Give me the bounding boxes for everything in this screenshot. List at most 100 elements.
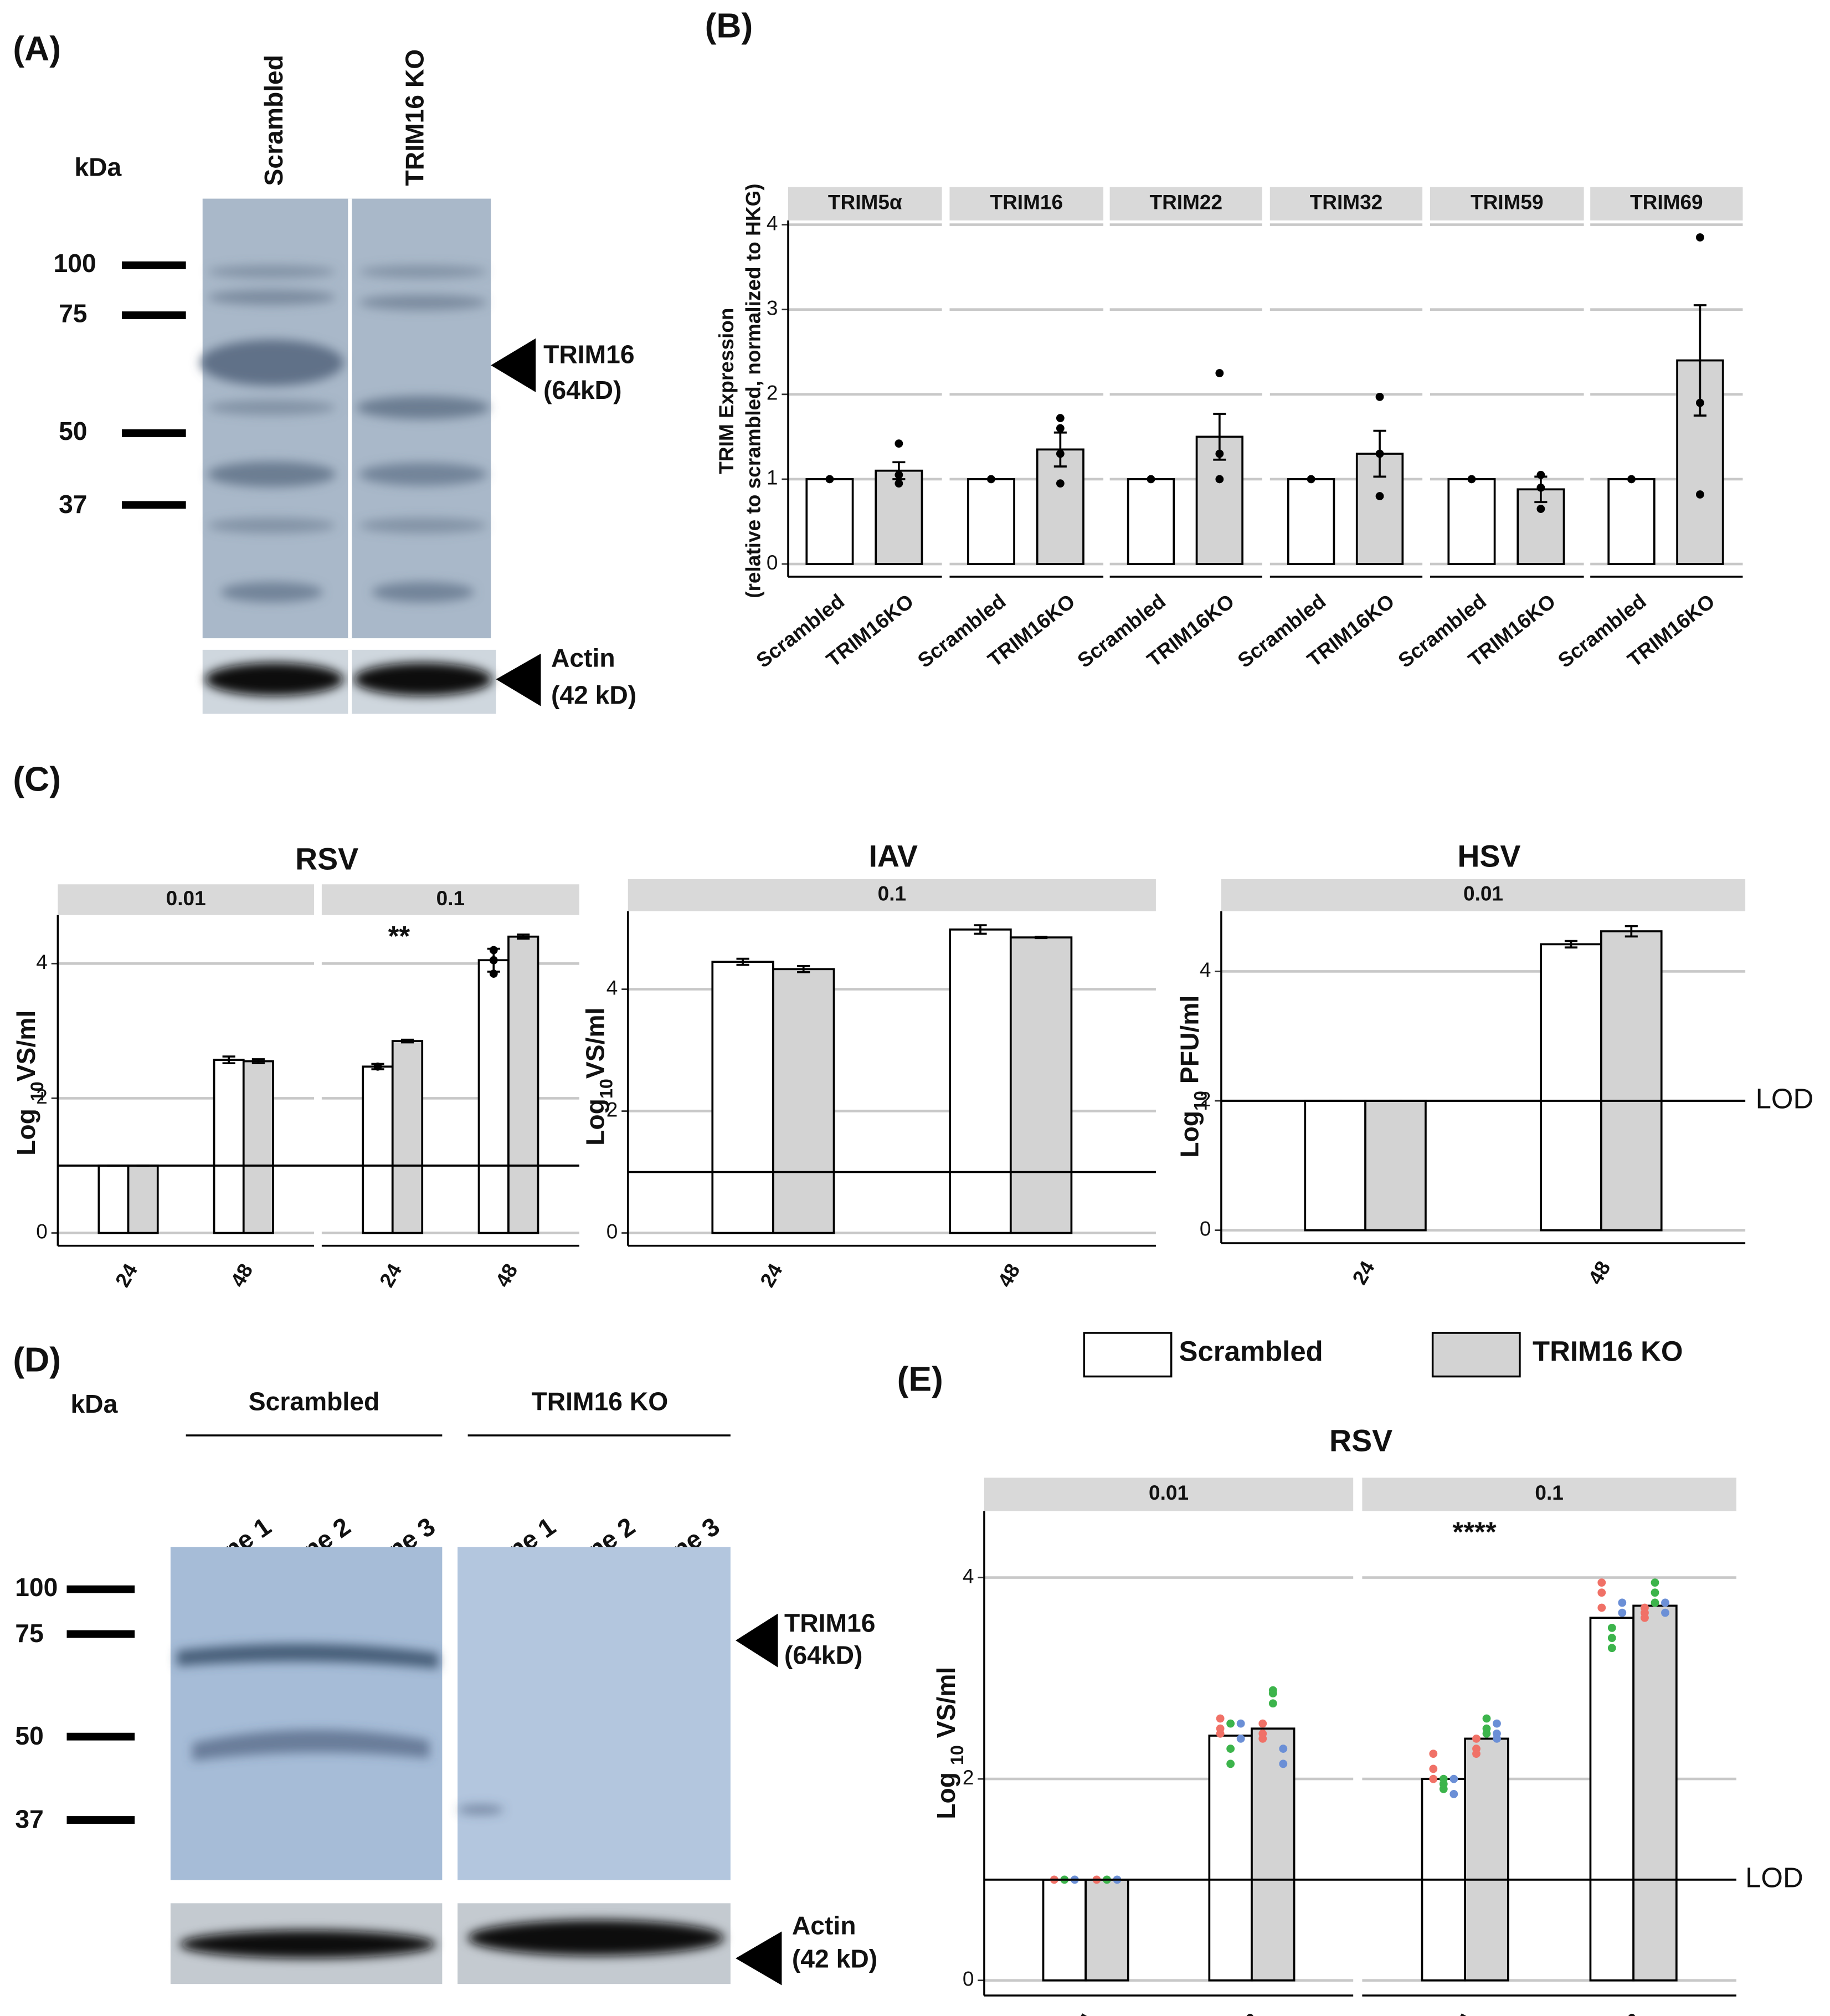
bar xyxy=(1042,1879,1087,1982)
data-point xyxy=(1627,475,1636,484)
y-tick-label: 2 xyxy=(606,1097,618,1121)
data-point xyxy=(1449,1789,1458,1798)
data-point xyxy=(1597,1578,1606,1587)
y-axis-label-part: VS/ml xyxy=(932,1667,960,1745)
y-tick-label: 0 xyxy=(1200,1217,1211,1240)
data-point xyxy=(1215,369,1224,377)
y-tick-label: 0 xyxy=(36,1219,48,1243)
data-point xyxy=(1651,1588,1659,1597)
facet-strip xyxy=(1430,187,1584,220)
data-point xyxy=(1695,233,1704,242)
panel-label: (E) xyxy=(897,1360,943,1398)
bar xyxy=(1304,1100,1366,1232)
x-tick-label: 24 xyxy=(110,1259,142,1291)
data-point xyxy=(1429,1774,1438,1783)
chart-title: RSV xyxy=(295,842,358,876)
data-point xyxy=(1493,1734,1501,1743)
data-point xyxy=(1226,1719,1235,1728)
bar xyxy=(1084,1879,1129,1982)
facet-label: 0.01 xyxy=(1149,1481,1189,1504)
data-point xyxy=(1307,475,1315,484)
y-tick-label: 4 xyxy=(606,976,618,999)
data-point xyxy=(1607,1624,1616,1632)
data-point xyxy=(489,956,498,965)
arrow xyxy=(491,338,536,392)
data-point xyxy=(1439,1784,1448,1793)
data-point xyxy=(825,475,834,484)
bar xyxy=(1127,478,1175,565)
target-label: TRIM16 xyxy=(543,340,634,368)
facet-strip xyxy=(1362,1478,1736,1511)
y-axis-label: Log 10 VS/ml xyxy=(932,1667,967,1819)
facet-label: 0.01 xyxy=(166,886,206,910)
facet-strip xyxy=(58,884,315,915)
data-point xyxy=(1597,1603,1606,1612)
legend-label: Scrambled xyxy=(1179,1335,1323,1367)
y-axis-label: Log10VS/ml xyxy=(580,1008,615,1146)
facet-strip xyxy=(1109,187,1262,220)
data-point xyxy=(1493,1719,1501,1728)
bar xyxy=(1208,1735,1253,1982)
data-point xyxy=(489,946,498,955)
x-tick-label: 24 xyxy=(1068,2009,1099,2016)
chart-title: HSV xyxy=(1457,839,1520,874)
y-axis-label: Log10 PFU/ml xyxy=(1175,996,1210,1158)
facet-label: 0.01 xyxy=(1463,882,1503,905)
marker-label: 75 xyxy=(59,299,87,327)
y-tick-label: 2 xyxy=(1200,1087,1211,1111)
data-point xyxy=(1216,1729,1225,1738)
arrow xyxy=(496,653,541,706)
data-point xyxy=(1147,475,1155,484)
data-point xyxy=(1056,414,1065,423)
bar xyxy=(1607,478,1656,565)
panel-label: (A) xyxy=(13,29,61,68)
data-point xyxy=(1651,1578,1659,1587)
lane-label: Scrambled xyxy=(259,55,288,186)
y-axis-label-sub: 10 xyxy=(947,1745,967,1765)
chart-title: RSV xyxy=(1329,1424,1392,1458)
bar xyxy=(477,959,510,1234)
bar xyxy=(127,1165,159,1234)
facet-strip xyxy=(984,1478,1354,1511)
target-label: (64kD) xyxy=(543,376,621,404)
y-tick-label: 2 xyxy=(767,381,778,404)
bar xyxy=(362,1065,394,1234)
data-point xyxy=(1215,449,1224,458)
bar xyxy=(1464,1737,1509,1982)
data-point xyxy=(1695,398,1704,407)
data-point xyxy=(1429,1764,1438,1773)
blot xyxy=(200,198,496,714)
x-tick-label: 48 xyxy=(491,1260,522,1291)
data-point xyxy=(1597,1588,1606,1597)
facet-label: 0.1 xyxy=(878,882,906,905)
facet-label: 0.1 xyxy=(1535,1481,1563,1504)
legend-swatch xyxy=(1083,1332,1173,1378)
facet-label: 0.1 xyxy=(436,886,465,910)
marker-label: 50 xyxy=(15,1721,43,1750)
bar xyxy=(391,1040,424,1234)
data-point xyxy=(1536,505,1545,513)
legend-swatch xyxy=(1431,1332,1521,1378)
data-point xyxy=(1661,1598,1669,1607)
bar xyxy=(1600,930,1663,1232)
marker-ladder xyxy=(121,261,186,509)
blot xyxy=(170,1547,731,1984)
y-axis-label-part: VS/ml xyxy=(580,1008,609,1079)
y-tick-label: 0 xyxy=(767,551,778,574)
marker-label: 50 xyxy=(59,417,87,445)
x-tick-label: 24 xyxy=(755,1259,787,1291)
data-point xyxy=(1258,1719,1267,1728)
bar xyxy=(1287,478,1335,565)
facet-strip xyxy=(788,187,942,220)
x-tick-label: 24 xyxy=(374,1259,406,1291)
data-point xyxy=(1536,483,1545,492)
facet-label: TRIM32 xyxy=(1310,191,1383,214)
target-label: (64kD) xyxy=(784,1640,862,1669)
loading-label: Actin xyxy=(551,644,615,673)
data-point xyxy=(1258,1734,1267,1743)
y-axis-label-part: Log xyxy=(580,1099,609,1146)
data-point xyxy=(1056,424,1065,433)
data-point xyxy=(1651,1598,1659,1607)
loading-label: (42 kD) xyxy=(792,1945,877,1973)
